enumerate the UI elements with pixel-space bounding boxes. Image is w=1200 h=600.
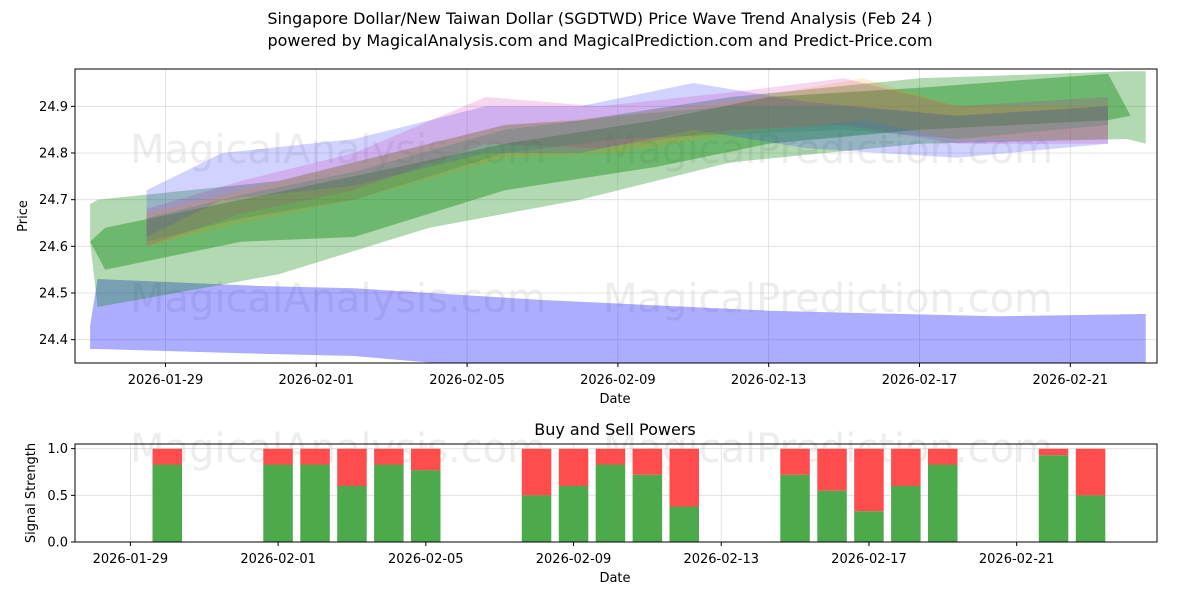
x-tick-label: 2026-02-09 bbox=[536, 552, 612, 567]
buy-bar bbox=[558, 486, 589, 542]
x-tick-label: 2026-02-01 bbox=[279, 373, 355, 388]
buy-bar bbox=[891, 486, 921, 542]
y-tick-label: 24.4 bbox=[39, 333, 68, 348]
price-bands bbox=[90, 71, 1146, 363]
sell-bar bbox=[854, 448, 884, 512]
x-tick-label: 2026-02-17 bbox=[882, 373, 958, 388]
y-axis-label: Signal Strength bbox=[24, 443, 39, 543]
buy-bar bbox=[152, 464, 182, 542]
x-tick-label: 2026-01-29 bbox=[93, 552, 169, 567]
sell-bar bbox=[337, 448, 367, 486]
buy-bar bbox=[669, 506, 699, 542]
buy-bar bbox=[928, 464, 958, 542]
buy-bar bbox=[1038, 455, 1069, 542]
price-band bbox=[146, 78, 1109, 247]
sell-bar bbox=[780, 448, 810, 475]
x-tick-label: 2026-02-01 bbox=[240, 552, 316, 567]
x-tick-label: 2026-02-05 bbox=[429, 373, 505, 388]
buy-bar bbox=[1075, 495, 1106, 542]
sell-bar bbox=[411, 448, 441, 471]
x-axis-label: Date bbox=[599, 392, 630, 407]
y-tick-label: 24.8 bbox=[39, 147, 68, 162]
y-tick-label: 24.9 bbox=[39, 100, 68, 115]
y-tick-label: 24.5 bbox=[39, 287, 68, 302]
buy-bar bbox=[632, 474, 663, 542]
sell-bar bbox=[891, 448, 921, 486]
sell-bar bbox=[1038, 448, 1069, 456]
x-tick-label: 2026-01-29 bbox=[128, 373, 204, 388]
sell-bar bbox=[1075, 448, 1106, 496]
sell-bar bbox=[632, 448, 663, 475]
y-axis-label: Price bbox=[16, 200, 31, 232]
y-tick-label: 1.0 bbox=[47, 442, 68, 457]
buy-bar bbox=[300, 464, 330, 542]
chart-subtitle: powered by MagicalAnalysis.com and Magic… bbox=[267, 31, 933, 50]
sell-bar bbox=[928, 448, 958, 465]
price-panel: MagicalAnalysis.com MagicalPrediction.com… bbox=[16, 68, 1158, 407]
chart-title: Singapore Dollar/New Taiwan Dollar (SGDT… bbox=[267, 9, 933, 28]
price-band bbox=[146, 106, 1109, 242]
buy-bar bbox=[521, 495, 552, 542]
y-tick-label: 24.7 bbox=[39, 193, 68, 208]
watermark-text: MagicalAnalysis.com bbox=[130, 127, 546, 173]
buy-bar bbox=[780, 474, 810, 542]
price-band bbox=[146, 78, 1109, 247]
sell-bar bbox=[300, 448, 330, 465]
watermark-text: MagicalPrediction.com bbox=[603, 276, 1053, 322]
sell-bar bbox=[374, 448, 404, 465]
x-axis-label: Date bbox=[599, 571, 630, 586]
sell-bar bbox=[817, 448, 847, 491]
x-tick-label: 2026-02-17 bbox=[831, 552, 907, 567]
y-tick-label: 0.0 bbox=[47, 536, 68, 551]
x-tick-label: 2026-02-09 bbox=[580, 373, 656, 388]
x-tick-label: 2026-02-21 bbox=[979, 552, 1055, 567]
x-tick-label: 2026-02-13 bbox=[731, 373, 807, 388]
buy-bar bbox=[817, 490, 847, 542]
sell-bar bbox=[558, 448, 589, 486]
price-axes-frame bbox=[74, 68, 1158, 364]
x-tick-label: 2026-02-13 bbox=[683, 552, 759, 567]
watermark-text: MagicalPrediction.com bbox=[603, 127, 1053, 173]
price-band bbox=[90, 73, 1131, 270]
y-tick-label: 24.6 bbox=[39, 240, 68, 255]
sell-bar bbox=[521, 448, 552, 496]
sell-bar bbox=[152, 448, 182, 465]
price-band bbox=[90, 71, 1146, 307]
x-tick-label: 2026-02-21 bbox=[1033, 373, 1109, 388]
signal-panel: MagicalAnalysis.comMagicalPrediction.com… bbox=[24, 420, 1158, 586]
buy-bar bbox=[854, 511, 884, 542]
signal-axes-frame bbox=[74, 443, 1158, 543]
buy-bar bbox=[263, 464, 293, 542]
y-tick-label: 0.5 bbox=[47, 489, 68, 504]
price-band bbox=[90, 279, 1146, 363]
buy-bar bbox=[337, 486, 367, 542]
buy-bar bbox=[411, 470, 441, 542]
x-tick-label: 2026-02-05 bbox=[388, 552, 464, 567]
buy-bar bbox=[595, 464, 626, 542]
watermark-text: MagicalAnalysis.com bbox=[130, 276, 546, 322]
buy-bar bbox=[374, 464, 404, 542]
signal-chart-title: Buy and Sell Powers bbox=[534, 420, 696, 439]
price-band bbox=[146, 83, 1109, 237]
sell-bar bbox=[669, 448, 699, 507]
sell-bar bbox=[595, 448, 626, 465]
sell-bar bbox=[263, 448, 293, 465]
